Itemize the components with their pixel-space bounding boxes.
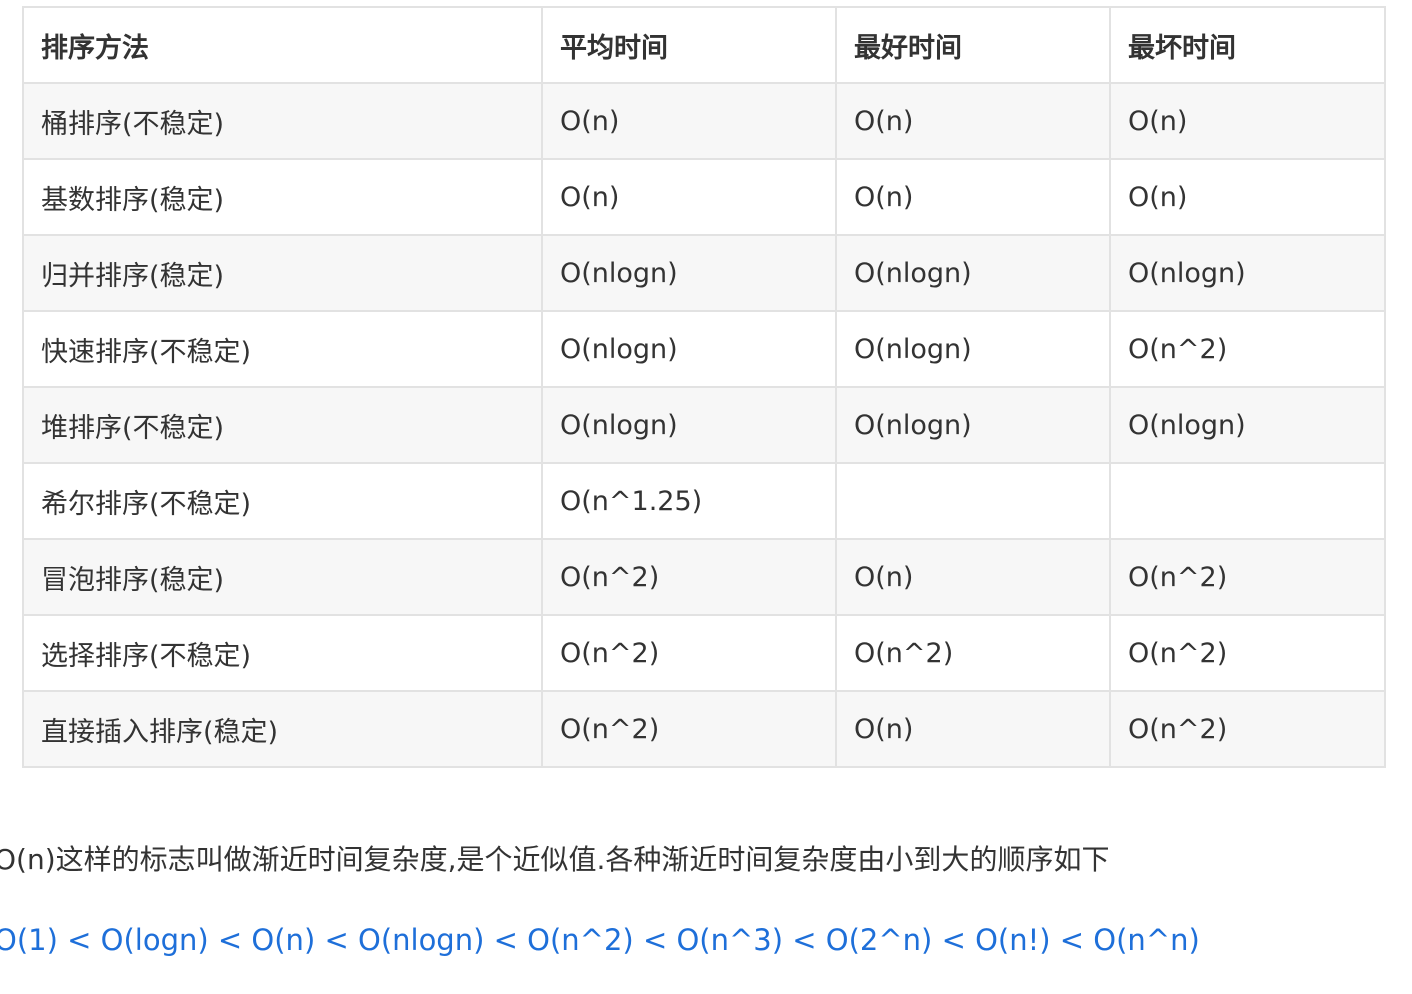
cell-worst: O(n^2) (1109, 310, 1386, 388)
cell-best (835, 462, 1111, 540)
cell-best: O(n) (835, 158, 1111, 236)
cell-average: O(n) (541, 158, 837, 236)
table-row: 桶排序(不稳定) O(n) O(n) O(n) (22, 82, 1386, 160)
cell-worst: O(nlogn) (1109, 386, 1386, 464)
cell-best: O(n) (835, 538, 1111, 616)
header-sort-method: 排序方法 (22, 6, 543, 84)
sort-complexity-table-container: 排序方法 平均时间 最好时间 最坏时间 桶排序(不稳定) O(n) O(n) O… (22, 6, 1386, 768)
cell-worst: O(n) (1109, 158, 1386, 236)
cell-method: 快速排序(不稳定) (22, 310, 543, 388)
cell-method: 桶排序(不稳定) (22, 82, 543, 160)
cell-worst: O(n^2) (1109, 538, 1386, 616)
header-worst-time: 最坏时间 (1109, 6, 1386, 84)
cell-best: O(n) (835, 690, 1111, 768)
table-row: 希尔排序(不稳定) O(n^1.25) (22, 462, 1386, 540)
cell-worst: O(n^2) (1109, 614, 1386, 692)
table-row: 堆排序(不稳定) O(nlogn) O(nlogn) O(nlogn) (22, 386, 1386, 464)
cell-method: 基数排序(稳定) (22, 158, 543, 236)
cell-best: O(n^2) (835, 614, 1111, 692)
cell-worst (1109, 462, 1386, 540)
cell-method: 选择排序(不稳定) (22, 614, 543, 692)
table-row: 选择排序(不稳定) O(n^2) O(n^2) O(n^2) (22, 614, 1386, 692)
table-header-row: 排序方法 平均时间 最好时间 最坏时间 (22, 6, 1386, 84)
cell-average: O(nlogn) (541, 310, 837, 388)
complexity-order-line: O(1) < O(logn) < O(n) < O(nlogn) < O(n^2… (0, 923, 1200, 957)
table-row: 直接插入排序(稳定) O(n^2) O(n) O(n^2) (22, 690, 1386, 768)
complexity-note-paragraph: O(n)这样的标志叫做渐近时间复杂度,是个近似值.各种渐近时间复杂度由小到大的顺… (0, 843, 1110, 876)
table-row: 基数排序(稳定) O(n) O(n) O(n) (22, 158, 1386, 236)
cell-worst: O(n^2) (1109, 690, 1386, 768)
cell-average: O(n) (541, 82, 837, 160)
cell-average: O(nlogn) (541, 386, 837, 464)
cell-average: O(n^1.25) (541, 462, 837, 540)
cell-best: O(nlogn) (835, 234, 1111, 312)
cell-method: 希尔排序(不稳定) (22, 462, 543, 540)
cell-method: 直接插入排序(稳定) (22, 690, 543, 768)
cell-average: O(nlogn) (541, 234, 837, 312)
sort-complexity-table: 排序方法 平均时间 最好时间 最坏时间 桶排序(不稳定) O(n) O(n) O… (22, 6, 1386, 768)
cell-method: 冒泡排序(稳定) (22, 538, 543, 616)
cell-best: O(nlogn) (835, 310, 1111, 388)
table-row: 快速排序(不稳定) O(nlogn) O(nlogn) O(n^2) (22, 310, 1386, 388)
cell-average: O(n^2) (541, 690, 837, 768)
header-average-time: 平均时间 (541, 6, 837, 84)
cell-method: 堆排序(不稳定) (22, 386, 543, 464)
table-row: 冒泡排序(稳定) O(n^2) O(n) O(n^2) (22, 538, 1386, 616)
cell-method: 归并排序(稳定) (22, 234, 543, 312)
cell-worst: O(nlogn) (1109, 234, 1386, 312)
header-best-time: 最好时间 (835, 6, 1111, 84)
table-row: 归并排序(稳定) O(nlogn) O(nlogn) O(nlogn) (22, 234, 1386, 312)
cell-best: O(n) (835, 82, 1111, 160)
cell-worst: O(n) (1109, 82, 1386, 160)
cell-average: O(n^2) (541, 538, 837, 616)
cell-average: O(n^2) (541, 614, 837, 692)
cell-best: O(nlogn) (835, 386, 1111, 464)
